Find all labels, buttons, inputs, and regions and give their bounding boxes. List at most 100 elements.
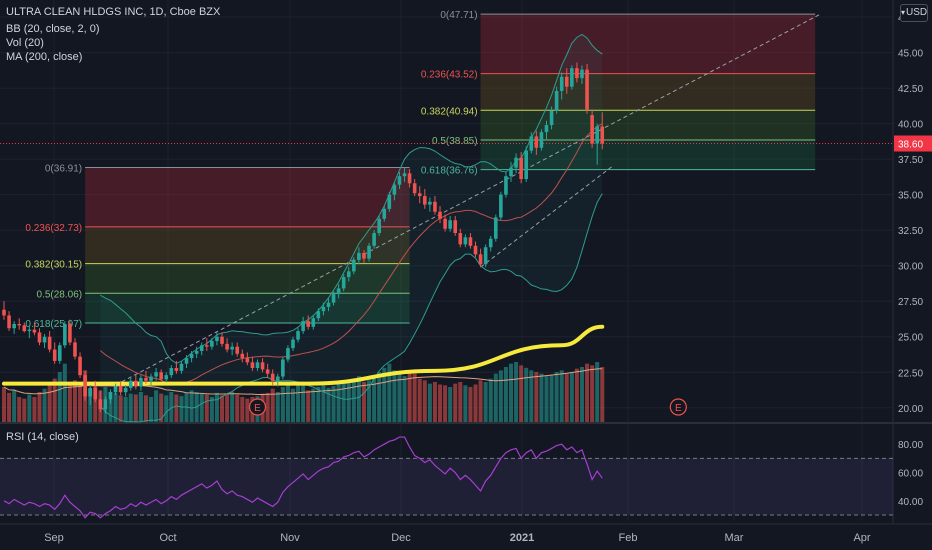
candle-body <box>57 345 62 361</box>
candle-body <box>83 375 87 397</box>
candle-body <box>519 157 523 180</box>
candle-body <box>17 323 22 326</box>
candle-body <box>159 372 163 380</box>
fib-zone <box>480 73 816 111</box>
grid-lines <box>0 0 932 525</box>
volume-bar <box>133 394 138 422</box>
volume-bar <box>387 363 392 422</box>
rsi-tick-label: 40.00 <box>898 497 923 508</box>
price-tick-label: 42.50 <box>898 84 923 95</box>
volume-bar <box>290 388 295 422</box>
candle-body <box>514 157 518 168</box>
time-tick-label: Sep <box>44 532 64 544</box>
volume-bar <box>351 378 356 422</box>
rsi-title[interactable]: RSI (14, close) <box>6 431 79 443</box>
candle-body <box>428 201 432 205</box>
volume-bar <box>336 383 341 422</box>
volume-bar <box>392 370 397 422</box>
candle-body <box>154 372 158 377</box>
candle-body <box>275 376 280 381</box>
indicator-bb-label[interactable]: BB (20, close, 2, 0) <box>6 23 100 35</box>
earnings-marker <box>248 398 267 416</box>
candle-body <box>600 126 605 144</box>
indicator-lines <box>0 13 893 423</box>
candle-body <box>372 233 376 246</box>
indicator-ma-label[interactable]: MA (200, close) <box>6 51 83 63</box>
candle-body <box>139 377 143 387</box>
time-axis[interactable]: Sep Oct Nov Dec 2021 Feb Mar Apr <box>44 532 871 544</box>
candle-body <box>539 132 544 148</box>
indicator-vol-label[interactable]: Vol (20) <box>6 37 44 49</box>
volume-bar <box>179 396 184 422</box>
volume-bar <box>458 382 463 422</box>
volume-bar <box>569 372 574 422</box>
candle-body <box>575 68 579 79</box>
candle-body <box>47 336 52 350</box>
volume-bar <box>270 388 275 422</box>
fib-zone <box>85 167 410 227</box>
volume-bar <box>574 368 579 422</box>
volume-bar <box>529 370 534 422</box>
volume-bar <box>544 376 549 422</box>
candle-body <box>27 329 32 332</box>
rsi-tick-label: 60.00 <box>898 469 923 480</box>
volume-bar <box>438 384 443 422</box>
candle-body <box>499 194 503 218</box>
time-tick-label: Oct <box>159 532 176 544</box>
candle-body <box>580 69 584 79</box>
volume-bar <box>149 397 154 422</box>
fib-zone <box>85 293 410 323</box>
volume-bar <box>214 392 219 422</box>
volume-bar <box>62 363 67 422</box>
candle-body <box>493 217 498 239</box>
fib-zone <box>480 110 816 140</box>
volume-bar <box>412 373 417 422</box>
price-axis[interactable]: 20.00 22.50 25.00 27.50 30.00 32.50 35.00 37.50… <box>894 13 932 415</box>
candle-body <box>326 302 331 307</box>
volume-bar <box>519 365 524 422</box>
candle-body <box>316 311 321 319</box>
volume-bar <box>448 387 453 422</box>
price-tick-label: 40.00 <box>898 120 923 131</box>
candle-body <box>240 353 245 359</box>
volume-bar <box>301 383 306 422</box>
candle-body <box>149 376 153 381</box>
candle-body <box>387 194 392 209</box>
currency-button[interactable]: ▾USD <box>900 4 928 22</box>
volume-bar <box>331 386 336 422</box>
volume-bar <box>377 372 382 422</box>
volume-bar <box>37 392 42 422</box>
volume-bar <box>280 387 285 422</box>
candle-body <box>362 252 366 259</box>
volume-bar <box>554 372 559 422</box>
candle-body <box>260 362 265 370</box>
volume-bar <box>7 392 12 422</box>
rsi-line <box>3 436 603 519</box>
fibonacci-retracements[interactable]: 0(36.91) 0.236(32.73) 0.382(30.15) 0.5(28.0… <box>25 10 816 330</box>
candle-body <box>184 358 189 364</box>
candle-body <box>169 368 174 376</box>
volume-bar <box>225 393 230 422</box>
volume-bar <box>199 393 204 422</box>
candle-body <box>12 323 16 329</box>
volume-bar <box>473 384 478 422</box>
volume-bar <box>42 388 47 422</box>
candle-body <box>32 329 37 333</box>
last-price-badge <box>894 135 932 152</box>
candle-body <box>37 332 42 343</box>
price-tick-label: 35.00 <box>898 191 923 202</box>
candle-body <box>407 173 412 184</box>
fib-zone <box>85 226 410 264</box>
candle-body <box>504 176 508 195</box>
candle-body <box>230 346 234 350</box>
volume-bar <box>311 388 316 422</box>
volume-bar <box>230 392 235 422</box>
rsi-tick-label: 80.00 <box>898 440 923 451</box>
volume-bar <box>443 385 448 422</box>
fib-level-label: 0.618(25.97) <box>25 319 82 330</box>
volume-bar <box>138 392 143 422</box>
candle-body <box>529 136 534 151</box>
fib-level-label: 0.382(30.15) <box>25 260 82 271</box>
